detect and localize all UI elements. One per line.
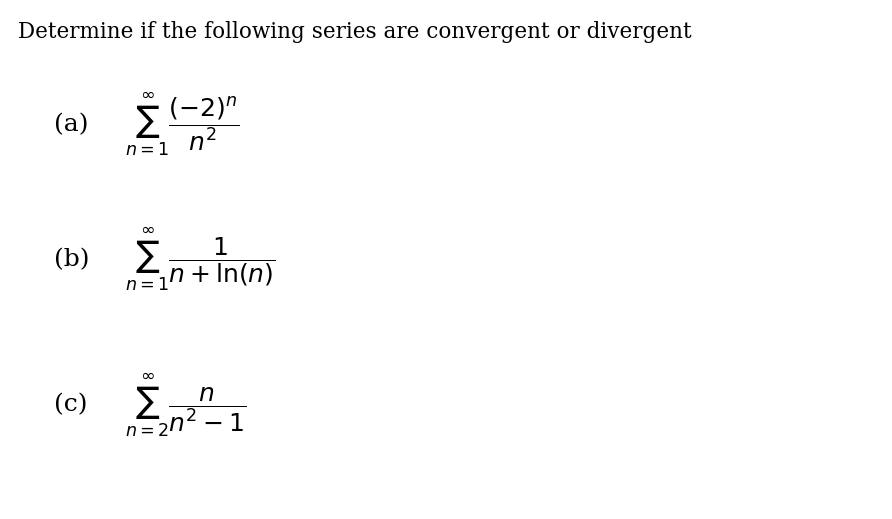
Text: Determine if the following series are convergent or divergent: Determine if the following series are co… xyxy=(18,21,691,43)
Text: (c): (c) xyxy=(54,393,87,416)
Text: (b): (b) xyxy=(54,248,89,271)
Text: $\sum_{n=2}^{\infty} \dfrac{n}{n^2 - 1}$: $\sum_{n=2}^{\infty} \dfrac{n}{n^2 - 1}$ xyxy=(125,371,246,439)
Text: $\sum_{n=1}^{\infty} \dfrac{(-2)^n}{n^2}$: $\sum_{n=1}^{\infty} \dfrac{(-2)^n}{n^2}… xyxy=(125,91,239,158)
Text: $\sum_{n=1}^{\infty} \dfrac{1}{n + \ln(n)}$: $\sum_{n=1}^{\infty} \dfrac{1}{n + \ln(n… xyxy=(125,226,276,293)
Text: (a): (a) xyxy=(54,113,88,136)
